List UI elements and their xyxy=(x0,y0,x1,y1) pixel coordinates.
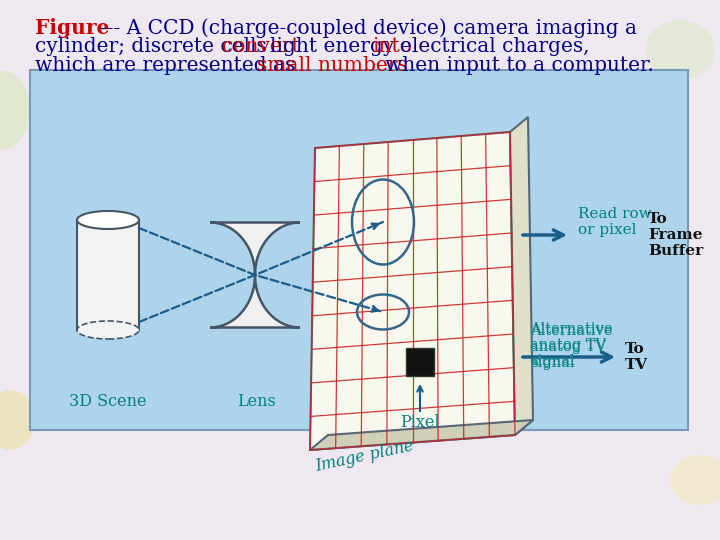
Bar xyxy=(77,220,139,330)
Text: Image plane: Image plane xyxy=(314,437,416,475)
Text: Alternative
anatog TV
signal: Alternative anatog TV signal xyxy=(530,324,613,370)
Text: To
Frame
Buffer: To Frame Buffer xyxy=(648,212,703,258)
Text: convert: convert xyxy=(222,37,300,56)
Polygon shape xyxy=(210,222,300,327)
Ellipse shape xyxy=(0,390,35,450)
Text: Read row
or pixel: Read row or pixel xyxy=(578,207,652,237)
Text: Pixel: Pixel xyxy=(400,414,440,431)
Ellipse shape xyxy=(645,20,715,80)
Ellipse shape xyxy=(77,211,139,229)
Text: which are represented as: which are represented as xyxy=(35,56,302,75)
Text: 3D Scene: 3D Scene xyxy=(69,393,147,410)
Text: Lens: Lens xyxy=(237,393,275,410)
Ellipse shape xyxy=(670,455,720,505)
Ellipse shape xyxy=(0,70,30,150)
Text: light energy: light energy xyxy=(270,37,401,56)
Bar xyxy=(406,348,434,376)
FancyBboxPatch shape xyxy=(30,70,688,430)
Text: cylinder; discrete cells: cylinder; discrete cells xyxy=(35,37,273,56)
Text: into: into xyxy=(372,37,412,56)
Text: Figure: Figure xyxy=(35,18,109,38)
Ellipse shape xyxy=(77,321,139,339)
Text: electrical charges,: electrical charges, xyxy=(400,37,590,56)
Text: when input to a computer.: when input to a computer. xyxy=(385,56,654,75)
Text: --- A CCD (charge‑coupled device) camera imaging a: --- A CCD (charge‑coupled device) camera… xyxy=(100,18,637,38)
Text: Alternative
anatog TV
signal: Alternative anatog TV signal xyxy=(530,322,613,368)
Polygon shape xyxy=(310,132,515,450)
Polygon shape xyxy=(510,117,533,435)
Text: small numbers: small numbers xyxy=(257,56,408,75)
Text: Alternative
anatog TV
signal: Alternative anatog TV signal xyxy=(530,324,613,370)
Polygon shape xyxy=(310,420,533,450)
Text: To
TV: To TV xyxy=(625,342,648,372)
